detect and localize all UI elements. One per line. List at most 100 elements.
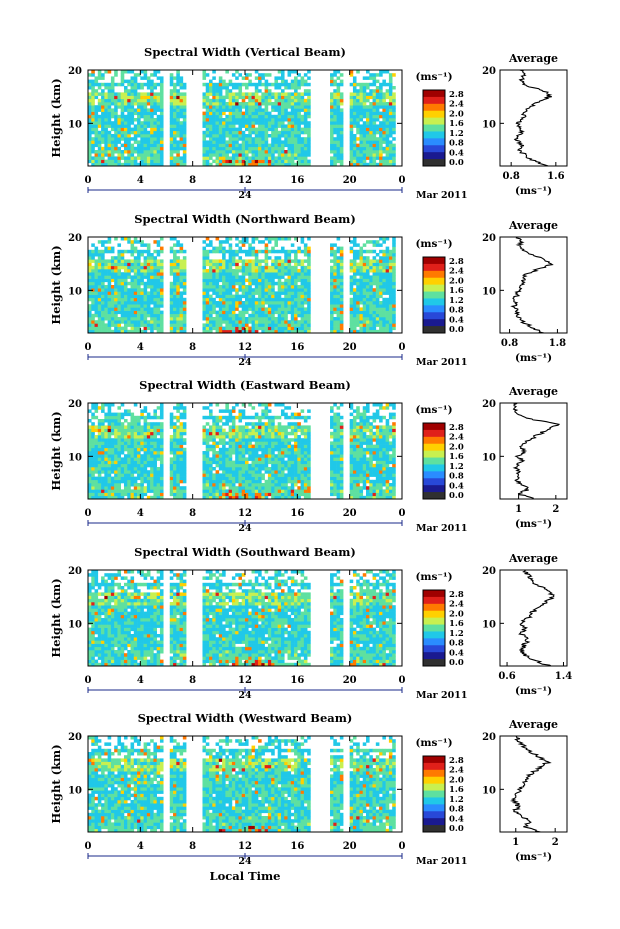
heatmap-cell (218, 313, 223, 318)
heatmap-cell (366, 121, 370, 125)
heatmap-cell (228, 269, 233, 273)
heatmap-cell (130, 495, 135, 500)
heatmap-cell (205, 476, 210, 481)
heatmap-cell (120, 134, 125, 138)
heatmap-cell (94, 425, 99, 429)
heatmap-cell (133, 467, 138, 471)
heatmap-cell (179, 320, 184, 324)
heatmap-cell (209, 127, 213, 132)
heatmap-cell (107, 269, 112, 273)
heatmap-cell (349, 143, 354, 148)
heatmap-cell (123, 102, 128, 106)
heatmap-cell (169, 304, 174, 308)
heatmap-cell (280, 70, 285, 74)
heatmap-cell (241, 304, 246, 308)
heatmap-cell (205, 86, 210, 90)
heatmap-cell (150, 111, 154, 116)
heatmap-cell (120, 441, 125, 445)
heatmap-cell (349, 307, 354, 311)
heatmap-cell (176, 76, 180, 80)
heatmap-cell (330, 159, 334, 164)
heatmap-cell (264, 137, 269, 141)
heatmap-cell (123, 285, 128, 289)
heatmap-cell (156, 307, 161, 311)
heatmap-cell (294, 130, 298, 135)
heatmap-cell (372, 156, 377, 160)
heatmap-cell (173, 146, 177, 151)
heatmap-cell (339, 146, 344, 151)
heatmap-cell (123, 156, 128, 160)
colorbar-tick-label: 1.2 (449, 129, 464, 139)
heatmap-cell (225, 259, 229, 263)
heatmap-cell (307, 259, 311, 263)
heatmap-cell (133, 323, 138, 327)
heatmap-cell (159, 483, 164, 487)
heatmap-cell (225, 121, 229, 125)
heatmap-cell (218, 162, 223, 167)
heatmap-cell (179, 310, 184, 315)
heatmap-cell (392, 310, 396, 315)
heatmap-cell (379, 86, 383, 90)
heatmap-cell (349, 73, 354, 77)
heatmap-cell (352, 301, 357, 305)
heatmap-cell (261, 249, 265, 254)
heatmap-cell (372, 269, 377, 273)
heatmap-cell (372, 297, 377, 302)
heatmap-cell (235, 329, 239, 334)
heatmap-cell (248, 259, 252, 263)
colorbar-segment (423, 277, 445, 286)
heatmap-cell (264, 329, 269, 334)
heatmap-cell (130, 313, 135, 318)
heatmap-cell (146, 272, 151, 276)
heatmap-cell (153, 326, 157, 331)
heatmap-cell (176, 329, 180, 334)
heatmap-cell (356, 102, 360, 106)
heatmap-cell (241, 156, 246, 160)
heatmap-cell (179, 470, 184, 474)
heatmap-cell (120, 428, 125, 433)
heatmap-cell (261, 153, 265, 157)
heatmap-cell (241, 114, 246, 119)
heatmap-cell (336, 256, 341, 260)
heatmap-cell (339, 153, 344, 157)
heatmap-cell (182, 249, 187, 254)
heatmap-cell (235, 82, 239, 87)
heatmap-cell (294, 162, 298, 167)
heatmap-cell (222, 162, 226, 167)
y-axis-label: Height (km) (49, 78, 63, 157)
heatmap-cell (88, 438, 92, 442)
heatmap-cell (372, 121, 377, 125)
heatmap-cell (127, 269, 131, 273)
heatmap-cell (280, 313, 285, 318)
heatmap-cell (254, 326, 259, 331)
heatmap-cell (176, 162, 180, 167)
heatmap-cell (143, 82, 148, 87)
heatmap-cell (379, 323, 383, 327)
heatmap-cell (271, 326, 275, 331)
heatmap-cell (169, 95, 174, 100)
heatmap-cell (235, 272, 239, 276)
heatmap-cell (117, 444, 122, 449)
heatmap-cell (238, 288, 243, 292)
heatmap-cell (264, 272, 269, 276)
heatmap-cell (366, 162, 370, 167)
heatmap-cell (231, 121, 236, 125)
heatmap-cell (297, 323, 301, 327)
heatmap-cell (385, 310, 390, 315)
colorbar-unit: (ms⁻¹) (415, 238, 452, 250)
heatmap-cell (150, 159, 154, 164)
heatmap-cell (91, 150, 95, 154)
heatmap-cell (156, 470, 161, 474)
heatmap-cell (173, 323, 177, 327)
heatmap-cell (140, 76, 144, 80)
heatmap-cell (153, 431, 157, 436)
heatmap-cell (114, 124, 118, 128)
heatmap-cell (179, 431, 184, 436)
heatmap-cell (254, 275, 259, 279)
heatmap-cell (107, 412, 112, 417)
heatmap-cell (97, 134, 102, 138)
heatmap-cell (176, 134, 180, 138)
heatmap-cell (179, 124, 184, 128)
heatmap-cell (215, 317, 220, 321)
heatmap-cell (137, 304, 141, 308)
